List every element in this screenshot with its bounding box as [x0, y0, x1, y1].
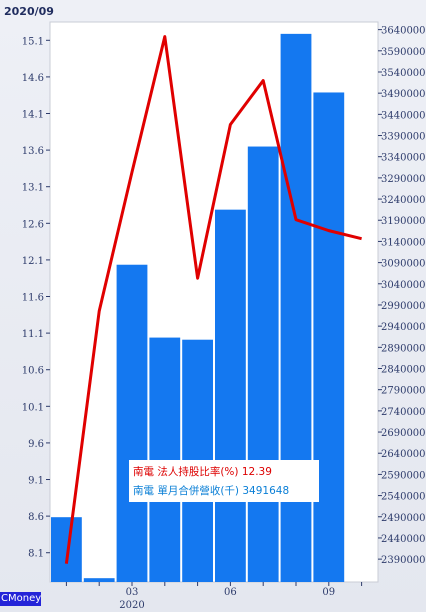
left-tick-label: 8.1 — [28, 549, 44, 560]
right-tick-label: 3340000 — [381, 153, 426, 164]
left-tick-label: 13.1 — [22, 183, 44, 194]
left-tick-label: 9.6 — [28, 439, 44, 450]
right-tick-label: 2640000 — [381, 449, 426, 460]
left-tick-label: 9.1 — [28, 476, 44, 487]
x-axis: 03 06 09 2020 — [65, 582, 363, 611]
left-tick-label: 12.1 — [22, 256, 44, 267]
bar — [215, 209, 246, 582]
left-tick-label: 14.6 — [22, 73, 44, 84]
right-tick-label: 2890000 — [381, 343, 426, 354]
left-tick-label: 14.1 — [22, 110, 44, 121]
x-tick-label: 03 — [126, 587, 139, 598]
right-tick-label: 3490000 — [381, 89, 426, 100]
bar — [51, 517, 82, 582]
x-year-label: 2020 — [119, 600, 144, 611]
right-tick-label: 2690000 — [381, 428, 426, 439]
right-tick-label: 3440000 — [381, 110, 426, 121]
left-tick-label: 13.6 — [22, 146, 44, 157]
bar — [116, 264, 148, 582]
x-tick-label: 09 — [322, 587, 335, 598]
left-tick-label: 12.6 — [22, 219, 44, 230]
left-tick-label: 8.6 — [28, 512, 44, 523]
right-tick-label: 3040000 — [381, 280, 426, 291]
right-tick-label: 3590000 — [381, 47, 426, 58]
legend-item-revenue: 南電 單月合併營收(千) 3491648 — [133, 484, 289, 497]
left-tick-label: 15.1 — [22, 36, 44, 47]
right-tick-label: 3140000 — [381, 237, 426, 248]
legend: 南電 法人持股比率(%) 12.39 南電 單月合併營收(千) 3491648 — [129, 460, 319, 502]
right-tick-label: 2490000 — [381, 513, 426, 524]
left-tick-label: 11.6 — [22, 293, 44, 304]
right-tick-label: 3090000 — [381, 259, 426, 270]
chart-title: 2020/09 — [4, 5, 54, 18]
legend-box — [129, 460, 319, 502]
right-tick-label: 3540000 — [381, 68, 426, 79]
bar — [313, 92, 345, 583]
left-tick-label: 10.1 — [22, 402, 44, 413]
right-tick-label: 2740000 — [381, 407, 426, 418]
right-tick-label: 3390000 — [381, 132, 426, 143]
left-tick-label: 11.1 — [22, 329, 44, 340]
legend-item-holding-ratio: 南電 法人持股比率(%) 12.39 — [133, 465, 272, 478]
right-tick-label: 2940000 — [381, 322, 426, 333]
right-tick-label: 3640000 — [381, 26, 426, 37]
left-tick-label: 10.6 — [22, 366, 44, 377]
right-tick-label: 3290000 — [381, 174, 426, 185]
bar — [149, 337, 181, 582]
right-tick-label: 2440000 — [381, 534, 426, 545]
brand-logo: CMoney — [0, 592, 42, 606]
bar — [83, 578, 115, 582]
right-tick-label: 2590000 — [381, 470, 426, 481]
right-tick-label: 2990000 — [381, 301, 426, 312]
left-axis: 8.1 8.6 9.1 9.6 10.1 10.6 11.1 11.6 12.1 12.6 13.1… — [22, 36, 50, 560]
bar — [247, 146, 279, 582]
right-axis: 2390000 2440000 2490000 2540000 2590000 26400… — [378, 26, 426, 566]
line-series — [64, 35, 362, 564]
right-tick-label: 2390000 — [381, 555, 426, 566]
right-tick-label: 2790000 — [381, 386, 426, 397]
right-tick-label: 3240000 — [381, 195, 426, 206]
right-tick-label: 3190000 — [381, 216, 426, 227]
line-path — [64, 35, 362, 564]
right-tick-label: 2540000 — [381, 492, 426, 503]
x-tick-label: 06 — [224, 587, 237, 598]
right-tick-label: 2840000 — [381, 365, 426, 376]
